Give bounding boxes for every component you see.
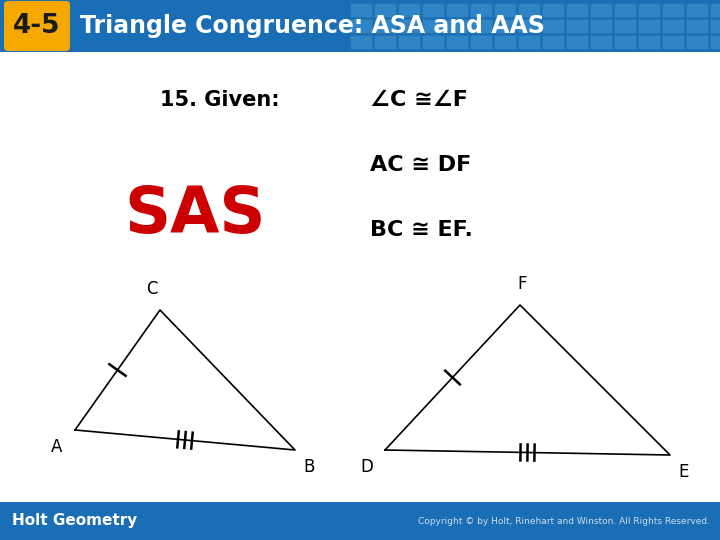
Bar (398, 19, 420, 33)
Bar (518, 35, 540, 49)
Text: ∠C ≅∠F: ∠C ≅∠F (370, 90, 468, 110)
Text: Triangle Congruence: ASA and AAS: Triangle Congruence: ASA and AAS (80, 14, 545, 38)
Bar (374, 19, 396, 33)
Bar (374, 35, 396, 49)
Bar (422, 35, 444, 49)
Bar (662, 3, 684, 17)
Bar (542, 35, 564, 49)
Bar (614, 3, 636, 17)
Bar (638, 3, 660, 17)
Bar (662, 35, 684, 49)
Bar (350, 35, 372, 49)
Text: B: B (303, 458, 315, 476)
Bar (398, 35, 420, 49)
Bar (686, 35, 708, 49)
Bar (710, 35, 720, 49)
Bar (710, 19, 720, 33)
Text: A: A (51, 438, 63, 456)
Bar (590, 19, 612, 33)
Text: C: C (146, 280, 158, 298)
Bar (686, 19, 708, 33)
Bar (614, 35, 636, 49)
Bar (518, 19, 540, 33)
Bar (494, 3, 516, 17)
Bar (398, 3, 420, 17)
Text: Holt Geometry: Holt Geometry (12, 514, 138, 529)
Bar (446, 3, 468, 17)
Text: Copyright © by Holt, Rinehart and Winston. All Rights Reserved.: Copyright © by Holt, Rinehart and Winsto… (418, 516, 710, 525)
Bar (494, 19, 516, 33)
Bar (590, 35, 612, 49)
Bar (422, 3, 444, 17)
Bar (422, 19, 444, 33)
Bar (542, 3, 564, 17)
Text: SAS: SAS (125, 184, 266, 246)
Bar (446, 35, 468, 49)
Bar (494, 35, 516, 49)
Bar (686, 3, 708, 17)
Text: 4-5: 4-5 (13, 13, 60, 39)
Bar (566, 3, 588, 17)
Bar (350, 3, 372, 17)
Text: 15. Given:: 15. Given: (160, 90, 279, 110)
Bar (566, 19, 588, 33)
FancyBboxPatch shape (4, 1, 70, 51)
Bar (470, 19, 492, 33)
Bar (662, 19, 684, 33)
Bar (350, 19, 372, 33)
Bar (518, 3, 540, 17)
Text: E: E (679, 463, 689, 481)
Text: F: F (517, 275, 527, 293)
Bar (470, 35, 492, 49)
Bar (374, 3, 396, 17)
Bar (638, 35, 660, 49)
Bar (0, 502, 720, 540)
Bar (446, 19, 468, 33)
Bar (542, 19, 564, 33)
Bar (470, 3, 492, 17)
Text: BC ≅ EF.: BC ≅ EF. (370, 220, 473, 240)
Bar (590, 3, 612, 17)
Text: D: D (361, 458, 374, 476)
Bar (614, 19, 636, 33)
Text: AC ≅ DF: AC ≅ DF (370, 155, 472, 175)
Bar (710, 3, 720, 17)
Bar (638, 19, 660, 33)
Bar (0, 0, 720, 52)
Bar (566, 35, 588, 49)
